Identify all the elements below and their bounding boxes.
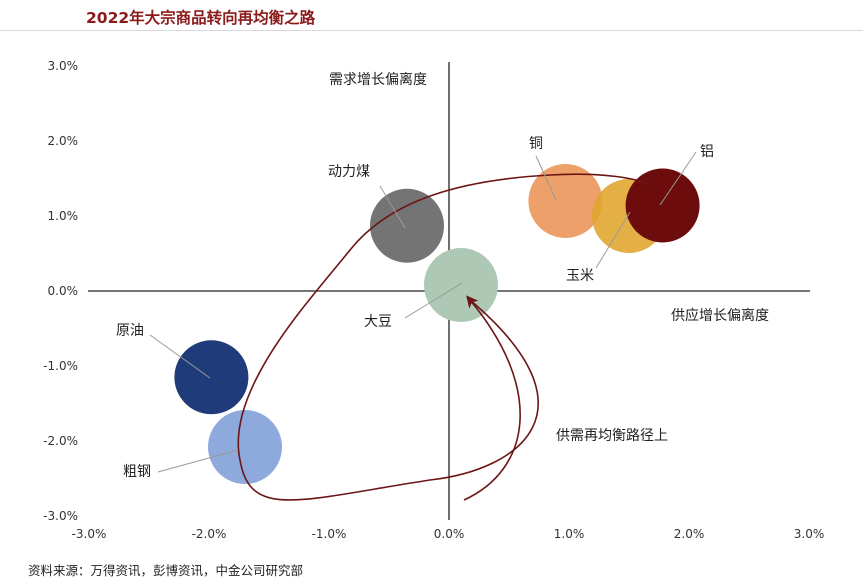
y-axis-title: 需求增长偏离度 [329, 71, 427, 88]
x-tick-label: -1.0% [312, 527, 347, 541]
y-tick-label: -3.0% [43, 509, 78, 523]
leader-line [535, 155, 557, 201]
leader-line [379, 185, 406, 229]
y-tick-label: 1.0% [48, 209, 79, 223]
bubble-label: 粗钢 [123, 464, 151, 480]
y-tick-label: 3.0% [48, 59, 79, 73]
x-tick-label: 1.0% [554, 527, 585, 541]
title-accent [0, 4, 56, 26]
y-tick-label: 2.0% [48, 134, 79, 148]
y-tick-label: -2.0% [43, 434, 78, 448]
bubble-label: 铜 [529, 136, 543, 152]
bubble-point [528, 164, 603, 238]
leader-line [595, 211, 631, 269]
bubble-label: 原油 [116, 323, 144, 339]
bubble-point [424, 248, 498, 322]
bubble-point [174, 340, 249, 415]
bubble-point [625, 168, 700, 243]
leader-line [659, 151, 697, 206]
x-tick-label: 0.0% [434, 527, 465, 541]
title-rule [0, 30, 863, 31]
bubble-label: 玉米 [566, 268, 594, 284]
leader-line [404, 282, 463, 319]
rebalance-arrow [463, 295, 521, 501]
chart-title: 2022年大宗商品转向再均衡之路 [86, 9, 316, 27]
x-axis-title: 供应增长偏离度 [671, 307, 769, 324]
leader-line [149, 334, 211, 379]
leader-line [157, 449, 239, 473]
y-tick-label: -1.0% [43, 359, 78, 373]
bubble-label: 动力煤 [328, 164, 370, 180]
y-tick-label: 0.0% [48, 284, 79, 298]
title-bar: 2022年大宗商品转向再均衡之路 [0, 0, 863, 34]
x-tick-label: -3.0% [72, 527, 107, 541]
path-annotation: 供需再均衡路径上 [556, 428, 668, 444]
x-tick-label: 2.0% [674, 527, 705, 541]
bubble-label: 铝 [700, 144, 714, 160]
source-note: 资料来源：万得资讯，彭博资讯，中金公司研究部 [28, 563, 304, 578]
bubble-point [370, 188, 444, 263]
x-tick-label: 3.0% [794, 527, 825, 541]
rebalance-path [237, 173, 651, 501]
bubble-label: 大豆 [364, 314, 392, 330]
bubble-point [208, 410, 282, 484]
x-tick-label: -2.0% [192, 527, 227, 541]
